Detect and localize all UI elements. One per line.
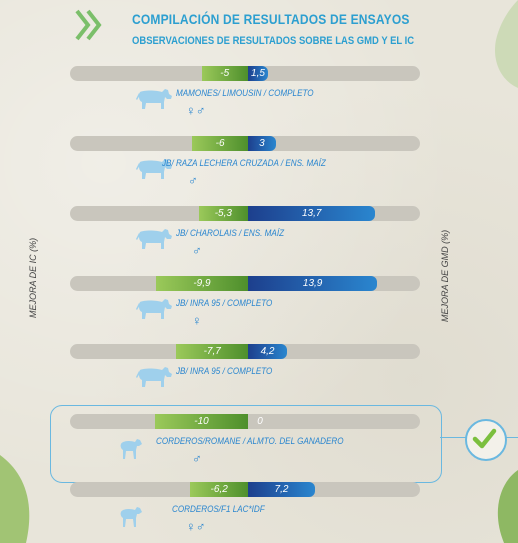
gmd-bar: 1,5 — [248, 66, 268, 81]
leaf-decoration-icon — [494, 0, 518, 88]
ic-bar: -6 — [192, 136, 248, 151]
leaf-decoration-icon — [0, 455, 30, 543]
ic-bar: -5,3 — [198, 206, 248, 221]
row-label: JB/ RAZA LECHERA CRUZADA / ENS. MAÍZ — [162, 158, 326, 168]
ic-bar: -5 — [201, 66, 248, 81]
gmd-bar: 4,2 — [248, 344, 288, 359]
gmd-bar: 3 — [248, 136, 276, 151]
sex-symbol: ♂ — [192, 243, 202, 258]
connector-line — [440, 437, 466, 438]
sex-symbol: ♀♂ — [186, 103, 206, 118]
cow-icon — [134, 226, 174, 255]
check-icon — [472, 428, 497, 449]
gmd-bar: 7,2 — [248, 482, 315, 497]
sex-symbol: ♀♂ — [186, 519, 206, 534]
cow-icon — [134, 296, 174, 325]
ic-bar: -6,2 — [190, 482, 248, 497]
left-axis-label: MEJORA DE IC (%) — [28, 237, 38, 318]
gmd-bar: 13,9 — [248, 276, 378, 291]
row-label: MAMONES/ LIMOUSIN / COMPLETO — [176, 88, 314, 98]
chart-subtitle: OBSERVACIONES DE RESULTADOS SOBRE LAS GM… — [132, 35, 415, 47]
cow-icon — [134, 364, 174, 393]
sheep-icon — [118, 436, 144, 465]
right-axis-label: MEJORA DE GMD (%) — [440, 229, 450, 322]
cow-icon — [134, 86, 174, 115]
checkmark-badge — [465, 419, 507, 461]
row-label: JB/ CHAROLAIS / ENS. MAÍZ — [176, 228, 285, 238]
sex-symbol: ♀ — [192, 313, 202, 328]
sex-symbol: ♂ — [188, 173, 198, 188]
connector-line — [504, 437, 518, 438]
sex-symbol: ♂ — [192, 451, 202, 466]
ic-bar: -9,9 — [155, 276, 248, 291]
chart-title: COMPILACIÓN DE RESULTADOS DE ENSAYOS — [132, 11, 410, 27]
sheep-icon — [118, 504, 144, 533]
row-label: JB/ INRA 95 / COMPLETO — [176, 298, 273, 308]
gmd-bar: 13,7 — [248, 206, 376, 221]
row-label: CORDEROS/F1 LAC*IDF — [172, 504, 265, 514]
leaf-decoration-icon — [497, 470, 518, 543]
row-label: JB/ INRA 95 / COMPLETO — [176, 366, 273, 376]
cow-icon — [134, 156, 174, 185]
row-label: CORDEROS/ROMANE / ALMTO. DEL GANADERO — [156, 436, 344, 446]
gmd-bar: 0 — [257, 416, 263, 427]
ic-bar: -10 — [155, 414, 248, 429]
double-chevron-icon — [75, 9, 102, 41]
ic-bar: -7,7 — [176, 344, 248, 359]
